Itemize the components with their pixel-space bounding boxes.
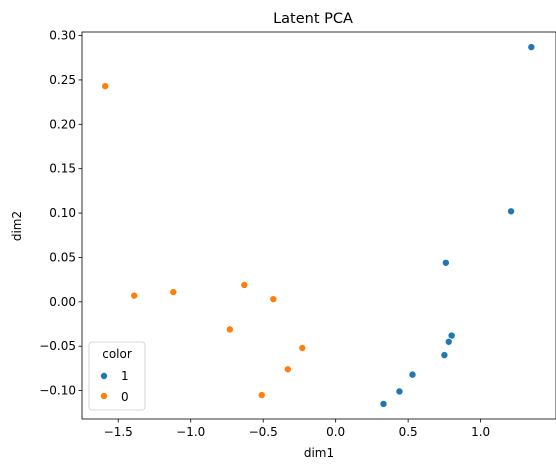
legend-marker-1 [100,371,109,380]
data-point-series-0 [130,291,139,300]
legend-label-1: 1 [121,369,129,383]
x-tick-label: −0.5 [249,425,278,439]
y-axis: −0.10 −0.05 0.00 0.05 0.10 0.15 0.20 0.25 0.30 [39,29,82,398]
y-tick-label: −0.10 [39,384,76,398]
data-point-series-0 [298,343,307,352]
data-point-series-1 [395,387,404,396]
x-tick-label: −1.5 [104,425,133,439]
y-tick-label: 0.10 [49,206,76,220]
legend-title: color [102,347,132,361]
data-point-series-1 [527,43,536,52]
data-points [101,43,536,408]
x-tick-label: 1.0 [471,425,490,439]
x-axis: −1.5 −1.0 −0.5 0.0 0.5 1.0 [104,419,490,439]
y-tick-label: 0.00 [49,295,76,309]
y-axis-label: dim2 [10,211,24,241]
data-point-series-1 [408,370,417,379]
plot-frame [81,31,556,420]
y-tick-label: 0.30 [49,29,76,43]
legend-marker-0 [100,391,109,400]
x-tick-label: 0.5 [399,425,418,439]
y-tick-label: 0.25 [49,73,76,87]
data-point-series-0 [101,82,110,91]
data-point-series-1 [444,337,453,346]
x-tick-label: −1.0 [176,425,205,439]
data-point-series-0 [269,295,278,304]
y-tick-label: −0.05 [39,339,76,353]
y-tick-label: 0.05 [49,250,76,264]
y-tick-label: 0.15 [49,162,76,176]
data-point-series-0 [169,288,178,297]
chart-title: Latent PCA [273,11,353,27]
legend-label-0: 0 [121,390,129,404]
data-point-series-0 [257,391,266,400]
x-tick-label: 0.0 [326,425,345,439]
data-point-series-1 [379,399,388,408]
y-tick-label: 0.20 [49,117,76,131]
data-point-series-0 [225,325,234,334]
data-point-series-0 [283,365,292,374]
legend: color 1 0 [88,341,146,411]
data-point-series-0 [240,280,249,289]
data-point-series-1 [507,207,516,216]
data-point-series-1 [440,351,449,360]
x-axis-label: dim1 [304,446,334,460]
data-point-series-1 [441,258,450,267]
